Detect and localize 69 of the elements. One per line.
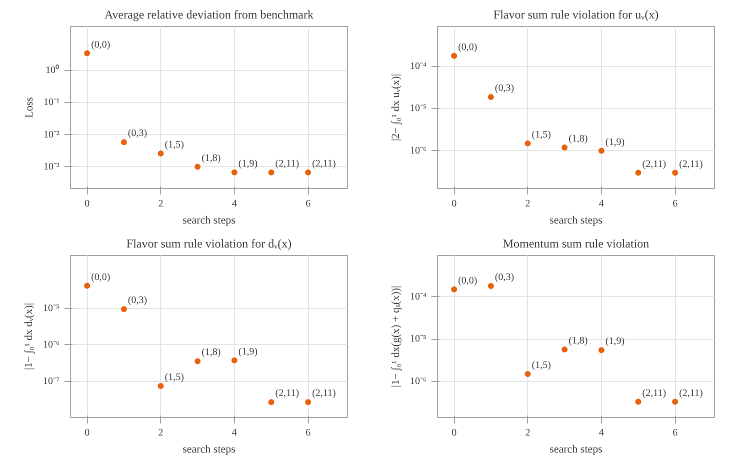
x-tick-label: 4: [232, 428, 237, 438]
y-axis-title: |1− ∫₀¹ dx(g(x) + qₛ(x))|: [390, 286, 402, 388]
chart-title: Momentum sum rule violation: [502, 236, 650, 250]
y-tick-label: 10⁻¹: [44, 97, 60, 108]
x-tick-label: 0: [84, 428, 90, 438]
x-tick-label: 4: [232, 198, 237, 210]
x-tick-label: 0: [452, 198, 457, 210]
annotation: (1,8): [568, 335, 588, 346]
annotation: (0,0): [91, 272, 110, 283]
annotation: (2,11): [275, 388, 300, 400]
annotation: (1,9): [238, 158, 258, 170]
x-tick-label: 0: [84, 198, 90, 210]
y-axis-title: |2− ∫₀¹ dx uᵥ(x)|: [390, 74, 402, 142]
annotation: (2,11): [642, 388, 666, 399]
x-axis-title: search steps: [550, 444, 602, 456]
annotation: (0,3): [128, 128, 148, 140]
x-tick-label: 2: [158, 428, 164, 438]
y-tick-label: 10⁻⁵: [410, 103, 427, 114]
x-axis-title: search steps: [182, 444, 236, 456]
annotation: (0,3): [128, 295, 148, 306]
annotation: (2,11): [312, 158, 336, 170]
annotation: (0,3): [494, 272, 514, 284]
x-tick-label: 6: [306, 198, 311, 210]
annotation: (1,5): [532, 129, 551, 140]
x-tick-label: 2: [525, 428, 530, 438]
y-tick-label: 10⁻³: [44, 161, 60, 172]
annotation: (2,11): [679, 388, 703, 399]
y-axis-title: Loss: [24, 97, 36, 118]
annotation: (1,5): [164, 372, 184, 383]
x-tick-label: 6: [672, 428, 678, 438]
annotation: (0,3): [494, 82, 514, 94]
annotation: (2,11): [642, 158, 666, 170]
annotation: (1,8): [202, 347, 221, 358]
x-tick-label: 6: [672, 198, 678, 210]
annotation: (1,9): [238, 346, 258, 358]
x-axis-title: search steps: [550, 214, 602, 226]
x-tick-label: 2: [158, 198, 164, 210]
annotation: (1,9): [605, 336, 625, 348]
annotation: (2,11): [679, 158, 703, 170]
x-tick-label: 6: [306, 428, 311, 438]
chart-title: Flavor sum rule violation for dᵥ(x): [126, 236, 292, 250]
annotation: (1,8): [202, 152, 221, 164]
x-axis-title: search steps: [182, 214, 236, 226]
x-tick-label: 2: [525, 198, 530, 210]
y-tick-label: 10⁰: [46, 64, 60, 76]
annotation: (2,11): [275, 158, 300, 170]
annotation: (1,8): [568, 133, 588, 144]
y-tick-label: 10⁻⁶: [43, 339, 60, 350]
x-tick-label: 4: [598, 428, 604, 438]
annotation: (1,9): [605, 136, 625, 148]
y-tick-label: 10⁻⁶: [410, 145, 428, 156]
annotation: (0,0): [458, 42, 478, 53]
y-axis-title: |1− ∫₀¹ dx dᵥ(x)|: [23, 302, 36, 370]
y-tick-label: 10⁻⁵: [410, 334, 427, 345]
annotation: (1,5): [532, 360, 551, 371]
annotation: (0,0): [91, 39, 110, 50]
y-tick-label: 10⁻⁴: [410, 61, 428, 72]
x-tick-label: 0: [452, 428, 457, 438]
y-tick-label: 10⁻⁶: [410, 376, 428, 387]
y-tick-label: 10⁻⁷: [43, 376, 60, 388]
annotation: (0,0): [458, 275, 478, 286]
annotation: (1,5): [164, 140, 184, 150]
chart-title: Flavor sum rule violation for uᵥ(x): [493, 8, 659, 22]
x-tick-label: 4: [598, 198, 604, 210]
y-tick-label: 10⁻²: [44, 129, 60, 140]
y-tick-label: 10⁻⁴: [410, 291, 428, 302]
chart-title: Average relative deviation from benchmark: [104, 8, 314, 22]
y-tick-label: 10⁻⁵: [43, 302, 60, 314]
annotation: (2,11): [312, 388, 336, 400]
